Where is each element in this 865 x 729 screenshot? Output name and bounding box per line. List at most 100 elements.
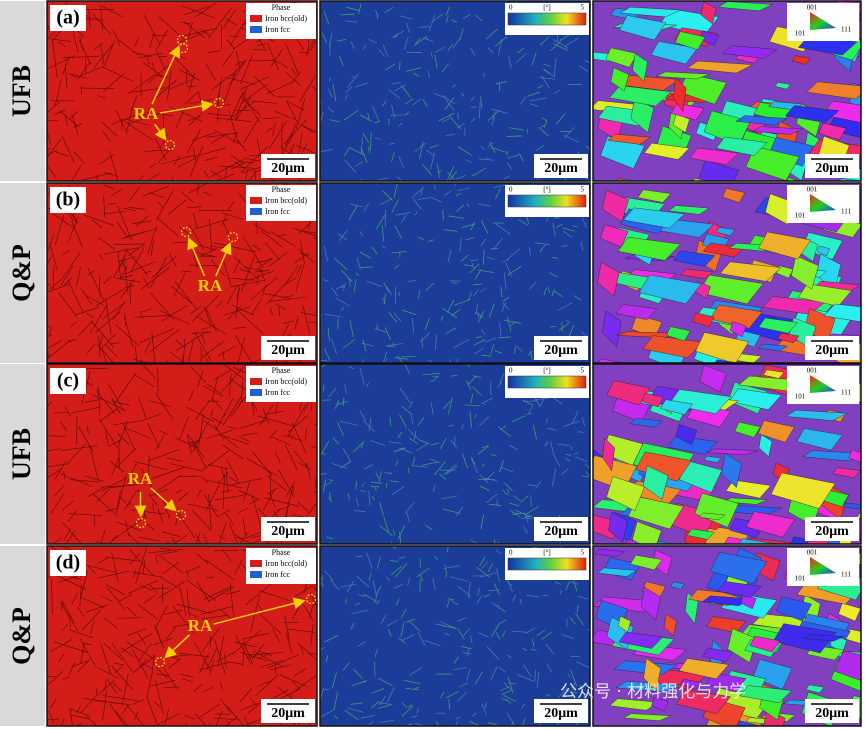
kam-speck	[446, 15, 449, 23]
kam-speck	[477, 588, 481, 597]
kam-speck	[347, 73, 359, 88]
kam-speck	[371, 495, 375, 501]
grain-boundary	[137, 604, 158, 620]
kam-speck	[457, 617, 467, 622]
grain-boundary	[98, 679, 115, 695]
kam-speck	[411, 715, 418, 718]
grain	[698, 160, 739, 181]
grain-boundary	[98, 333, 116, 352]
grain-boundary	[78, 320, 94, 337]
kam-speck	[407, 280, 417, 282]
kam-speck	[419, 26, 429, 28]
kam-speck	[353, 510, 366, 512]
grain-boundary	[305, 462, 311, 480]
kam-speck	[383, 516, 389, 533]
grain-boundary	[215, 117, 252, 122]
grain-boundary	[272, 59, 289, 68]
kam-speck	[483, 477, 498, 482]
kam-speck	[347, 493, 350, 501]
grain-boundary	[124, 313, 127, 326]
grain-boundary	[158, 309, 190, 325]
kam-speck	[391, 486, 405, 496]
grain-boundary	[101, 302, 126, 320]
grain-boundary	[155, 680, 164, 715]
kam-speck	[345, 94, 349, 100]
grain-boundary	[312, 585, 317, 593]
grain	[641, 392, 664, 408]
kam-speck	[344, 709, 359, 721]
grain-boundary	[147, 173, 160, 181]
grain-boundary	[132, 570, 137, 579]
kam-speck	[553, 290, 563, 298]
kam-speck	[521, 515, 533, 520]
grain-boundary	[296, 642, 317, 661]
grain	[709, 304, 763, 329]
grain-boundary	[220, 609, 231, 619]
grain-boundary	[268, 252, 288, 267]
kam-speck	[382, 190, 393, 201]
kam-speck	[326, 536, 334, 540]
grain-boundary	[155, 138, 166, 161]
grain-boundary	[137, 174, 145, 181]
grain	[675, 424, 698, 445]
grain-boundary	[242, 98, 261, 116]
grain	[609, 698, 659, 711]
kam-speck	[467, 375, 478, 386]
grain-boundary	[223, 364, 248, 383]
kam-speck	[501, 697, 510, 702]
grain	[629, 418, 663, 428]
phase-swatch	[250, 15, 262, 22]
grain-boundary	[262, 408, 270, 425]
kam-speck	[502, 296, 510, 302]
kam-speck	[560, 633, 574, 640]
grain-boundary	[203, 171, 210, 179]
kam-speck	[572, 681, 576, 688]
grain-boundary	[269, 471, 272, 497]
kam-speck	[498, 666, 506, 673]
grain-boundary	[124, 317, 134, 348]
phase-item: Iron fcc	[265, 570, 291, 579]
grain	[700, 1, 717, 25]
grain	[729, 388, 782, 410]
ipf-triangle	[810, 375, 836, 393]
kam-speck	[378, 470, 382, 483]
scale-label: 20μm	[815, 524, 849, 539]
kam-speck	[507, 266, 522, 276]
kam-speck	[478, 310, 484, 323]
grain-boundary	[194, 713, 207, 726]
kam-speck	[453, 183, 457, 187]
panel-letter-box	[50, 5, 86, 31]
grain-boundary	[224, 512, 235, 526]
grain-boundary	[250, 698, 257, 705]
grain-boundary	[111, 519, 142, 542]
phase-swatch	[250, 378, 262, 385]
grain-boundary	[66, 339, 77, 343]
kam-speck	[399, 531, 402, 544]
grain-boundary	[101, 477, 128, 492]
scale-box	[534, 517, 588, 541]
kam-speck	[462, 453, 469, 469]
kam-speck	[481, 561, 489, 569]
grain	[706, 448, 758, 456]
grain-boundary	[232, 305, 255, 316]
grain-boundary	[225, 76, 256, 85]
grain-boundary	[222, 258, 231, 285]
grain-boundary	[300, 124, 317, 134]
grain-boundary	[260, 230, 283, 248]
grain-boundary	[121, 207, 136, 212]
grain-boundary	[69, 708, 73, 726]
kam-speck	[494, 36, 508, 47]
grain-boundary	[207, 113, 229, 116]
grain-boundary	[79, 638, 97, 668]
kam-speck	[447, 596, 459, 606]
kam-speck	[451, 374, 458, 377]
kam-speck	[401, 355, 416, 358]
kam-speck	[348, 366, 355, 370]
kam-speck	[430, 458, 441, 464]
kam-speck	[434, 54, 438, 69]
grain-boundary	[121, 705, 129, 715]
grain-boundary	[148, 163, 156, 169]
grain-boundary	[107, 587, 126, 610]
kam-speck	[443, 229, 458, 232]
kam-min: 0	[509, 4, 513, 12]
